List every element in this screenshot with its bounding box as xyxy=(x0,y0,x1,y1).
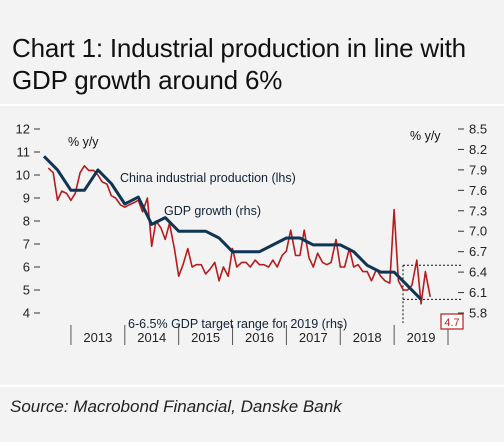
chart: 12 11 10 9 8 7 6 5 4 8.5 8.2 7.9 7.6 7.3 7.0 6.7 6.4 6.1… xyxy=(16,122,487,345)
left-tick-label: 9 xyxy=(23,191,30,206)
left-tick-label: 8 xyxy=(23,214,30,229)
left-tick-label: 12 xyxy=(16,122,30,137)
left-tick-label: 4 xyxy=(23,306,30,321)
x-axis: 2013 2014 2015 2016 2017 2018 2019 xyxy=(70,325,449,345)
right-tick-label: 7.3 xyxy=(469,203,487,218)
series-lines xyxy=(42,155,431,305)
x-tick-label: 2019 xyxy=(407,330,436,345)
x-tick-label: 2014 xyxy=(137,330,166,345)
gdp-growth-line xyxy=(42,155,423,301)
target-range-label: 6-6.5% GDP target range for 2019 (rhs) xyxy=(128,317,347,331)
right-tick-label: 6.4 xyxy=(469,265,487,280)
left-tick-label: 7 xyxy=(23,237,30,252)
chart-title: Chart 1: Industrial production in line w… xyxy=(12,33,466,95)
left-axis: 12 11 10 9 8 7 6 5 4 xyxy=(16,122,40,321)
right-tick-label: 6.7 xyxy=(469,244,487,259)
x-tick-label: 2016 xyxy=(245,330,274,345)
right-axis: 8.5 8.2 7.9 7.6 7.3 7.0 6.7 6.4 6.1 5.8 xyxy=(458,122,487,321)
right-tick-label: 7.9 xyxy=(469,162,487,177)
right-tick-label: 8.5 xyxy=(469,122,487,137)
x-tick-label: 2018 xyxy=(353,330,382,345)
right-axis-unit: % y/y xyxy=(410,129,441,143)
right-tick-label: 8.2 xyxy=(469,142,487,157)
industrial-production-line xyxy=(47,164,431,305)
left-tick-label: 11 xyxy=(17,145,31,160)
gdp-series-label: GDP growth (rhs) xyxy=(164,204,261,218)
right-tick-label: 7.6 xyxy=(469,183,487,198)
gdp-target-range-band xyxy=(402,264,462,323)
right-tick-label: 6.1 xyxy=(469,285,487,300)
x-tick-label: 2015 xyxy=(191,330,220,345)
left-axis-unit: % y/y xyxy=(68,135,99,149)
last-value-box xyxy=(440,313,464,330)
x-tick-label: 2017 xyxy=(299,330,328,345)
x-tick-label: 2013 xyxy=(83,330,112,345)
last-value-label: 4.7 xyxy=(444,317,459,329)
right-tick-label: 7.0 xyxy=(469,224,487,239)
source-note: Source: Macrobond Financial, Danske Bank xyxy=(10,397,342,416)
divider-bottom xyxy=(0,385,504,387)
left-tick-label: 5 xyxy=(23,283,30,298)
left-tick-label: 10 xyxy=(16,168,30,183)
left-tick-label: 6 xyxy=(23,260,30,275)
divider-top xyxy=(0,104,504,106)
ip-series-label: China industrial production (lhs) xyxy=(120,171,296,185)
right-tick-label: 5.8 xyxy=(469,306,487,321)
